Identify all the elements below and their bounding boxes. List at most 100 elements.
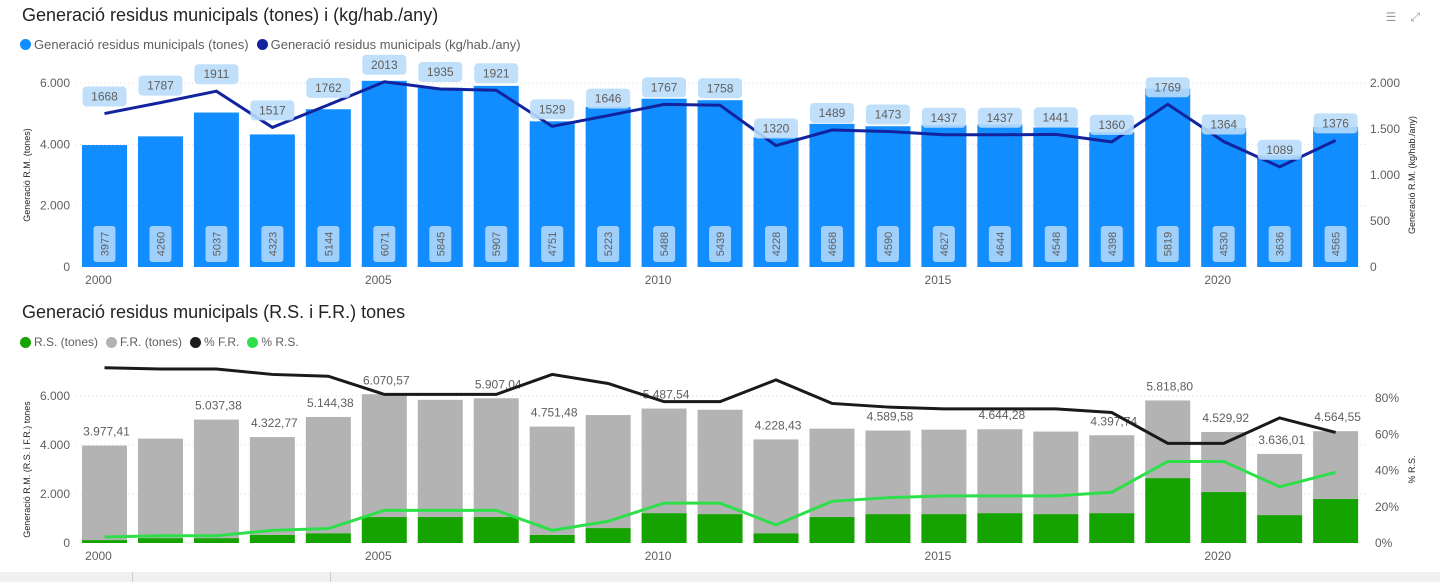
bar-value-label: 4323 <box>267 232 279 256</box>
bar-rs-2009 <box>585 528 631 543</box>
total-value-label: 4.529,92 <box>1202 411 1249 425</box>
bar-label-box <box>485 226 508 262</box>
line-value-label: 1758 <box>707 81 734 95</box>
filter-icon[interactable]: ☰ <box>1385 10 1397 24</box>
legend-item-pct-fr[interactable]: % F.R. <box>190 335 239 349</box>
bar-rs-2003 <box>249 534 295 543</box>
bar-label-box <box>1156 226 1179 262</box>
chart1-y-tick-label: 6.000 <box>40 76 70 90</box>
chart1-legend: Generació residus municipals (tones) Gen… <box>20 37 521 52</box>
bar-value-label: 4627 <box>939 232 951 256</box>
line-label-box <box>1257 139 1302 160</box>
bar-fr-2019 <box>1145 400 1191 479</box>
line-value-label: 1376 <box>1322 116 1349 130</box>
bar-rs-2006 <box>417 517 463 543</box>
bar-label-box <box>429 226 452 262</box>
bar-rs-2018 <box>1089 513 1135 543</box>
bar-rs-2017 <box>1033 514 1079 543</box>
chart2-x-tick-label: 2015 <box>925 549 952 563</box>
bar-fr-2001 <box>137 438 183 539</box>
legend-item-tones[interactable]: Generació residus municipals (tones) <box>20 37 249 52</box>
legend-item-fr[interactable]: F.R. (tones) <box>106 335 182 349</box>
bar-label-box <box>988 226 1011 262</box>
chart2-title: Generació residus municipals (R.S. i F.R… <box>22 302 406 322</box>
bar-rs-2005 <box>361 517 407 543</box>
bar-label-box <box>765 226 788 262</box>
legend-label: Generació residus municipals (tones) <box>34 37 249 52</box>
chart1-y2-tick-label: 1.000 <box>1370 168 1400 182</box>
line-label-box <box>698 78 743 99</box>
bar-rs-2022 <box>1313 498 1359 543</box>
bar-rs-2019 <box>1145 478 1191 543</box>
line-label-box <box>1313 113 1358 134</box>
line-label-box <box>865 104 910 125</box>
legend-dot <box>20 39 31 50</box>
total-value-label: 5.907,04 <box>475 377 522 391</box>
bar-value-label: 4398 <box>1107 232 1119 256</box>
chart2-y-tick-label: 2.000 <box>40 487 70 501</box>
bar-value-label: 5144 <box>323 232 335 256</box>
bar-label-box <box>820 226 843 262</box>
line-value-label: 1787 <box>147 79 174 93</box>
bar-label-box <box>1268 226 1291 262</box>
bar-label-box <box>1044 226 1067 262</box>
line-label-box <box>642 77 687 98</box>
line-label-box <box>1089 114 1134 135</box>
bar-fr-2022 <box>1313 431 1359 499</box>
line-label-box <box>977 107 1022 128</box>
legend-label: % R.S. <box>261 335 299 349</box>
chart1-x-tick-label: 2000 <box>85 273 112 287</box>
line-value-label: 1762 <box>315 81 342 95</box>
focus-mode-icon[interactable]: ⤢ <box>1410 10 1420 24</box>
line-label-box <box>1145 77 1190 98</box>
line-value-label: 1489 <box>819 106 846 120</box>
total-value-label: 5.487,54 <box>643 388 690 402</box>
bar-value-label: 5439 <box>715 232 727 256</box>
bar-label-box <box>317 226 340 262</box>
line-value-label: 1646 <box>595 92 622 106</box>
bar-rs-2012 <box>753 533 799 543</box>
chart2-x-tick-label: 2020 <box>1204 549 1231 563</box>
bar-value-label: 5907 <box>491 232 503 256</box>
bar-label-box <box>653 226 676 262</box>
bar-rs-2000 <box>82 540 127 543</box>
bar-rs-2020 <box>1201 492 1247 543</box>
bar-fr-2011 <box>697 409 743 515</box>
bar-fr-2009 <box>585 415 631 529</box>
bar-rs-2007 <box>473 517 519 543</box>
chart1-x-tick-label: 2005 <box>365 273 392 287</box>
total-value-label: 4.644,28 <box>979 408 1026 422</box>
bar-label-box <box>932 226 955 262</box>
line-label-box <box>530 99 575 120</box>
chart1-y2-tick-label: 500 <box>1370 214 1390 228</box>
bar-fr-2005 <box>361 394 407 518</box>
line-value-label: 1529 <box>539 102 566 116</box>
bar-value-label: 5488 <box>659 232 671 256</box>
legend-item-kg[interactable]: Generació residus municipals (kg/hab./an… <box>256 37 521 52</box>
bar-value-label: 3636 <box>1275 232 1287 256</box>
line-value-label: 1437 <box>931 111 958 125</box>
chart1-y-tick-label: 0 <box>63 260 70 274</box>
line-value-label: 1320 <box>763 122 790 136</box>
bar-rs-2021 <box>1257 515 1303 543</box>
bar-label-box <box>709 226 732 262</box>
legend-item-rs[interactable]: R.S. (tones) <box>20 335 98 349</box>
bar-rs-2013 <box>809 517 855 543</box>
line-label-box <box>474 63 519 84</box>
bar-value-label: 3977 <box>100 232 112 256</box>
bar-label-box <box>149 226 172 262</box>
line-label-box <box>138 75 183 96</box>
bar-label-box <box>373 226 396 262</box>
line-value-label: 1769 <box>1154 80 1181 94</box>
bar-fr-2000 <box>82 445 127 541</box>
legend-label: F.R. (tones) <box>120 335 183 349</box>
line-value-label: 1089 <box>1266 143 1293 157</box>
legend-dot <box>20 336 31 348</box>
bar-value-label: 4530 <box>1219 232 1231 256</box>
bar-fr-2002 <box>193 419 239 539</box>
line-label-box <box>306 77 351 98</box>
chart1-y2-axis-title: Generació R.M. (kg/hab./any) <box>1407 116 1417 234</box>
bar-rs-2002 <box>193 538 239 543</box>
bar-fr-2003 <box>249 437 295 535</box>
legend-item-pct-rs[interactable]: % R.S. <box>247 335 299 349</box>
